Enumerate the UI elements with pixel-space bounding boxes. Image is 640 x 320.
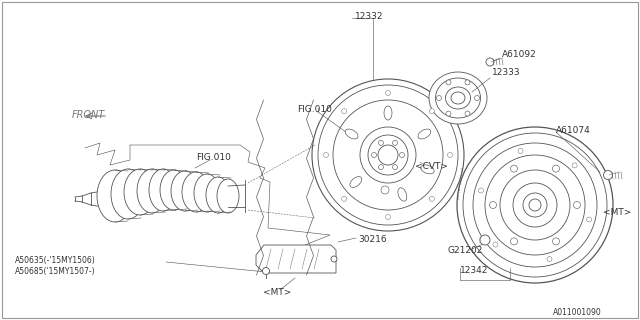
Ellipse shape bbox=[97, 170, 133, 222]
Circle shape bbox=[604, 171, 612, 180]
Circle shape bbox=[378, 164, 383, 170]
Circle shape bbox=[429, 196, 435, 201]
Circle shape bbox=[572, 163, 577, 168]
Circle shape bbox=[446, 80, 451, 85]
Circle shape bbox=[429, 109, 435, 114]
Circle shape bbox=[342, 109, 347, 114]
Circle shape bbox=[392, 164, 397, 170]
Circle shape bbox=[385, 214, 390, 220]
Ellipse shape bbox=[445, 87, 470, 109]
Circle shape bbox=[318, 85, 458, 225]
Circle shape bbox=[378, 145, 398, 165]
Circle shape bbox=[511, 238, 518, 245]
Circle shape bbox=[378, 140, 383, 145]
Circle shape bbox=[262, 268, 269, 275]
Circle shape bbox=[552, 165, 559, 172]
Ellipse shape bbox=[350, 177, 362, 188]
Circle shape bbox=[511, 165, 518, 172]
Text: A011001090: A011001090 bbox=[553, 308, 602, 317]
Circle shape bbox=[479, 188, 483, 193]
Polygon shape bbox=[256, 245, 336, 273]
Ellipse shape bbox=[429, 72, 487, 124]
Circle shape bbox=[490, 202, 497, 209]
Circle shape bbox=[547, 257, 552, 261]
Circle shape bbox=[493, 242, 498, 247]
Ellipse shape bbox=[451, 92, 465, 104]
Ellipse shape bbox=[420, 165, 434, 174]
Circle shape bbox=[368, 135, 408, 175]
Ellipse shape bbox=[418, 129, 431, 139]
Text: 12332: 12332 bbox=[355, 12, 383, 21]
Circle shape bbox=[323, 153, 328, 157]
Circle shape bbox=[463, 133, 607, 277]
Circle shape bbox=[485, 155, 585, 255]
Text: FIG.010: FIG.010 bbox=[196, 153, 231, 162]
Ellipse shape bbox=[345, 129, 358, 139]
Circle shape bbox=[480, 235, 490, 245]
Circle shape bbox=[518, 148, 523, 153]
Ellipse shape bbox=[182, 172, 210, 212]
Text: FIG.010: FIG.010 bbox=[297, 105, 332, 114]
Circle shape bbox=[474, 95, 479, 100]
Text: 12342: 12342 bbox=[460, 266, 488, 275]
Circle shape bbox=[360, 127, 416, 183]
Circle shape bbox=[446, 111, 451, 116]
Circle shape bbox=[457, 127, 613, 283]
Text: <CVT>: <CVT> bbox=[415, 162, 448, 171]
Text: <MT>: <MT> bbox=[603, 208, 632, 217]
Circle shape bbox=[552, 238, 559, 245]
Ellipse shape bbox=[206, 177, 230, 213]
Circle shape bbox=[465, 80, 470, 85]
Text: A50685('15MY1507-): A50685('15MY1507-) bbox=[15, 267, 95, 276]
Circle shape bbox=[447, 153, 452, 157]
Ellipse shape bbox=[398, 188, 407, 201]
Circle shape bbox=[371, 153, 376, 157]
Circle shape bbox=[513, 183, 557, 227]
Text: FRONT: FRONT bbox=[72, 110, 105, 120]
Ellipse shape bbox=[171, 171, 199, 211]
Ellipse shape bbox=[217, 179, 239, 213]
Text: A61074: A61074 bbox=[556, 126, 591, 135]
Circle shape bbox=[342, 196, 347, 201]
Circle shape bbox=[486, 58, 494, 66]
Circle shape bbox=[385, 91, 390, 95]
Circle shape bbox=[333, 100, 443, 210]
Text: G21202: G21202 bbox=[448, 246, 483, 255]
Ellipse shape bbox=[160, 170, 188, 210]
Text: A50635(-'15MY1506): A50635(-'15MY1506) bbox=[15, 256, 96, 265]
Text: A61092: A61092 bbox=[502, 50, 537, 59]
Circle shape bbox=[331, 256, 337, 262]
Ellipse shape bbox=[149, 169, 177, 211]
Ellipse shape bbox=[111, 169, 145, 219]
Circle shape bbox=[399, 153, 404, 157]
Ellipse shape bbox=[124, 169, 156, 215]
Ellipse shape bbox=[137, 169, 167, 213]
Text: <MT>: <MT> bbox=[263, 288, 291, 297]
Ellipse shape bbox=[194, 174, 220, 212]
Circle shape bbox=[587, 217, 591, 222]
Circle shape bbox=[523, 193, 547, 217]
Ellipse shape bbox=[384, 106, 392, 120]
Text: 30216: 30216 bbox=[358, 235, 387, 244]
Text: 12333: 12333 bbox=[492, 68, 520, 77]
Circle shape bbox=[436, 95, 442, 100]
Circle shape bbox=[500, 170, 570, 240]
Circle shape bbox=[529, 199, 541, 211]
Ellipse shape bbox=[435, 78, 481, 118]
Circle shape bbox=[392, 140, 397, 145]
Circle shape bbox=[473, 143, 597, 267]
Circle shape bbox=[312, 79, 464, 231]
Circle shape bbox=[465, 111, 470, 116]
Circle shape bbox=[573, 202, 580, 209]
Circle shape bbox=[381, 186, 389, 194]
